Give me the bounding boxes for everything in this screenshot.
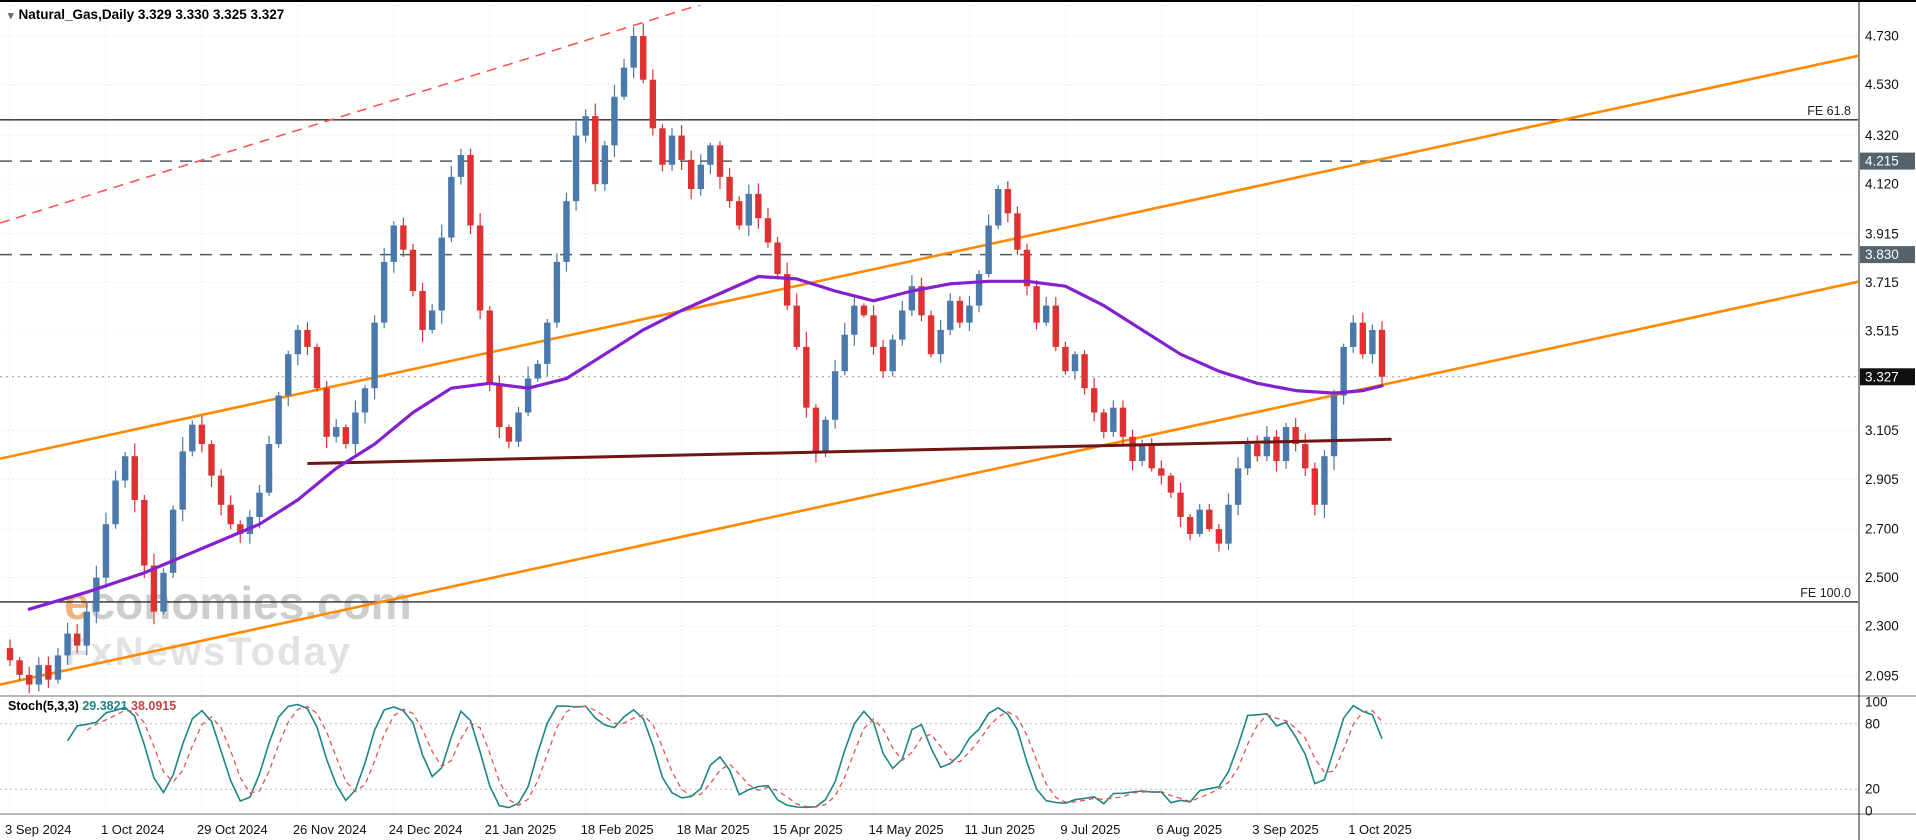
svg-text:14 May 2025: 14 May 2025 [868,822,943,837]
svg-text:2.095: 2.095 [1865,669,1899,684]
svg-text:4.120: 4.120 [1865,177,1899,192]
price-level-tag [1860,246,1915,264]
svg-text:11 Jun 2025: 11 Jun 2025 [964,822,1035,837]
svg-text:21 Jan 2025: 21 Jan 2025 [485,822,557,837]
svg-text:FE 61.8: FE 61.8 [1807,104,1851,118]
svg-text:3.105: 3.105 [1865,423,1899,438]
price-axis[interactable]: 4.730 4.530 4.320 4.120 3.915 3.715 3.515 3.105… [1860,29,1915,819]
svg-text:6 Aug 2025: 6 Aug 2025 [1156,822,1222,837]
svg-text:3.715: 3.715 [1865,275,1899,290]
stochastic-name: Stoch(5,3,3) [8,699,79,713]
svg-text:3.327: 3.327 [1865,369,1899,384]
svg-text:3.915: 3.915 [1865,226,1899,241]
stochastic-k-value: 29.3821 [82,699,128,713]
svg-text:2.700: 2.700 [1865,522,1899,537]
svg-text:20: 20 [1865,782,1880,797]
svg-text:3 Sep 2025: 3 Sep 2025 [1252,822,1319,837]
price-level-tag [1860,368,1915,386]
svg-text:3.515: 3.515 [1865,324,1899,339]
svg-text:2.905: 2.905 [1865,472,1899,487]
svg-text:4.215: 4.215 [1865,154,1899,169]
stochastic-label: Stoch(5,3,3) 29.3821 38.0915 [8,699,176,713]
chart-shift-icon: ▾ [8,10,14,22]
svg-text:80: 80 [1865,716,1880,731]
svg-text:4.730: 4.730 [1865,29,1899,44]
price-panel: FE 61.8 FE 100.0 [0,5,1858,694]
svg-text:3.830: 3.830 [1865,247,1899,262]
svg-text:18 Feb 2025: 18 Feb 2025 [581,822,654,837]
grid [0,5,1859,814]
svg-text:3 Sep 2024: 3 Sep 2024 [5,822,72,837]
stochastic-d-value: 38.0915 [131,699,177,713]
svg-text:FE 100.0: FE 100.0 [1800,586,1851,600]
time-axis[interactable]: 3 Sep 2024 1 Oct 2024 29 Oct 2024 26 Nov 20… [5,822,1412,837]
candles [6,23,1386,694]
svg-text:2.300: 2.300 [1865,619,1899,634]
price-level-tag [1860,152,1915,170]
svg-text:1 Oct 2025: 1 Oct 2025 [1348,822,1412,837]
svg-text:26 Nov 2024: 26 Nov 2024 [293,822,367,837]
symbol-period-label: Natural_Gas,Daily [18,7,135,22]
svg-text:2.500: 2.500 [1865,570,1899,585]
svg-text:100: 100 [1865,695,1888,710]
svg-text:0: 0 [1865,804,1873,819]
svg-text:18 Mar 2025: 18 Mar 2025 [677,822,750,837]
svg-text:1 Oct 2024: 1 Oct 2024 [101,822,165,837]
ohlc-quotes: 3.329 3.330 3.325 3.327 [137,7,285,22]
svg-text:24 Dec 2024: 24 Dec 2024 [389,822,463,837]
svg-text:9 Jul 2025: 9 Jul 2025 [1060,822,1120,837]
stochastic-panel [0,703,1858,809]
svg-text:15 Apr 2025: 15 Apr 2025 [773,822,843,837]
symbol-ohlc-header: ▾ Natural_Gas,Daily 3.329 3.330 3.325 3.3… [8,7,284,22]
svg-text:4.320: 4.320 [1865,128,1899,143]
svg-text:4.530: 4.530 [1865,77,1899,92]
svg-text:29 Oct 2024: 29 Oct 2024 [197,822,268,837]
